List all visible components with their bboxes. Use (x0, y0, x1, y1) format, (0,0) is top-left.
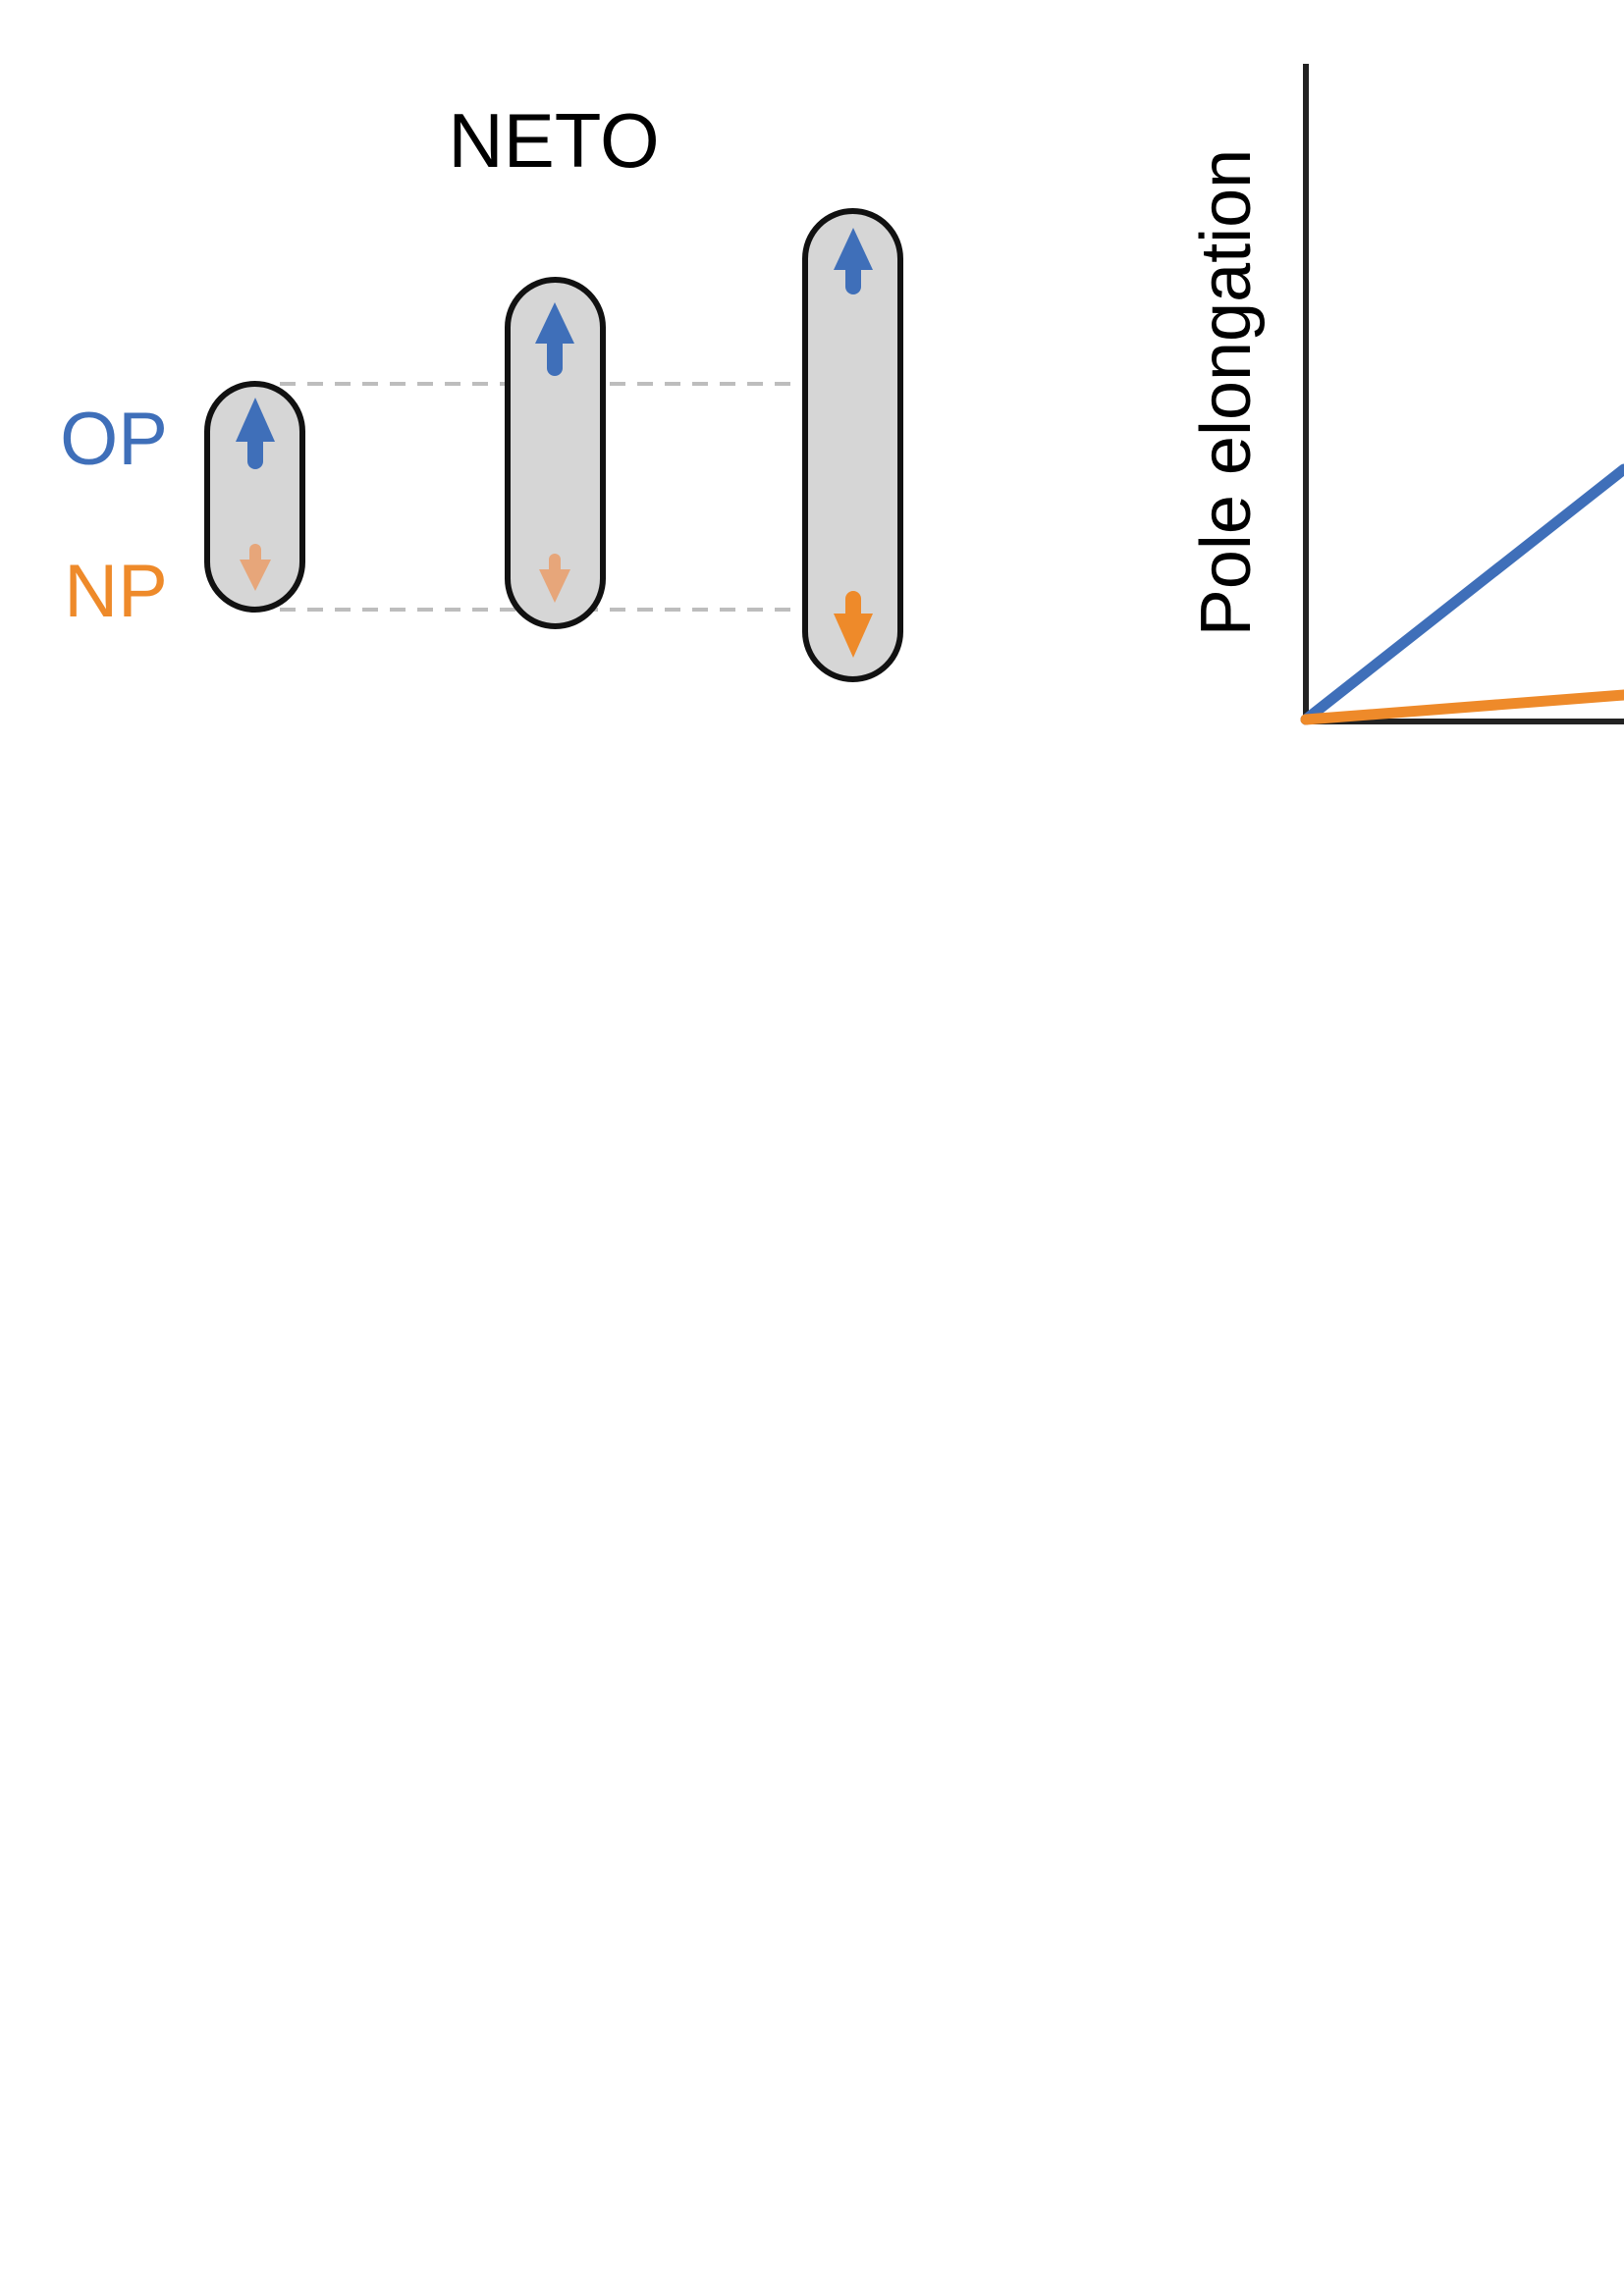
cell-stage-1 (204, 381, 305, 613)
cell-stage-3 (802, 208, 903, 682)
figure-title: NETO (448, 97, 659, 184)
arrow-up-icon (236, 398, 275, 469)
cell-body (802, 208, 903, 682)
cell-stage-2 (505, 277, 606, 629)
op-label: OP (60, 398, 168, 481)
arrow-up-icon (834, 228, 873, 294)
arrow-down-icon (240, 544, 271, 591)
op-series-line (1300, 463, 1624, 725)
cell-body (505, 277, 606, 629)
arrow-down-icon (539, 554, 570, 603)
cell-body (204, 381, 305, 613)
elongation-graph: Pole elongation (1187, 64, 1624, 725)
y-axis-label: Pole elongation (1187, 149, 1266, 636)
arrow-up-icon (535, 302, 574, 376)
np-series-line (1300, 689, 1624, 725)
arrow-down-icon (834, 591, 873, 658)
np-label: NP (64, 550, 168, 633)
